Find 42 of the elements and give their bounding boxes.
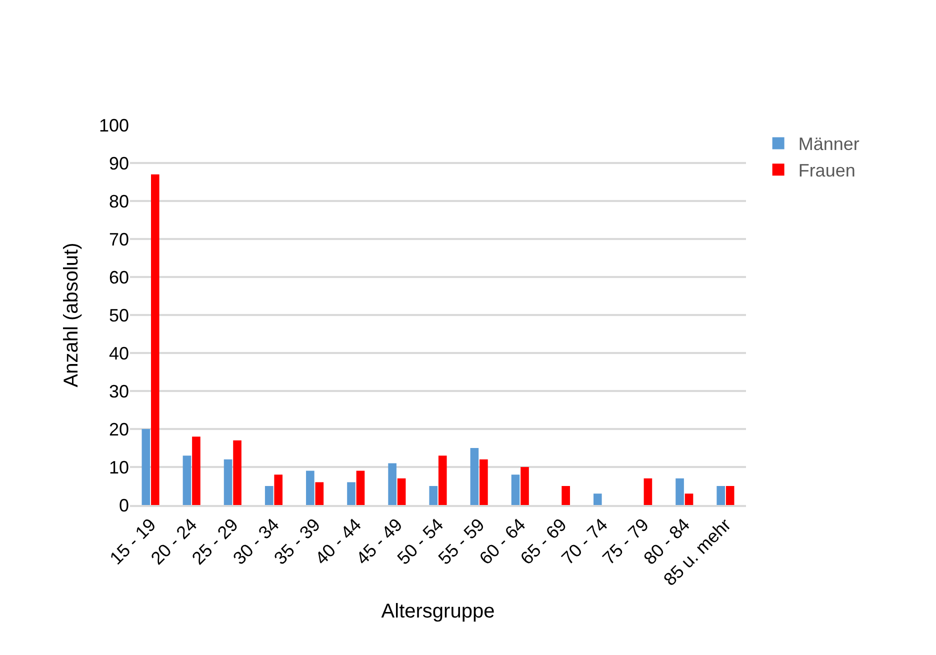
bar [684,494,694,505]
y-tick-label: 0 [118,495,129,516]
legend-label: Männer [798,134,860,154]
bar [315,482,324,505]
bar [182,456,192,505]
legend-label: Frauen [798,160,856,181]
bar [388,463,396,505]
bar [142,429,150,505]
bar [397,478,406,505]
bar [644,478,652,505]
x-axis-title: Altersgruppe [381,600,495,623]
bar [264,486,274,505]
bar [480,459,488,505]
bar [224,459,232,505]
y-tick-label: 60 [108,267,129,288]
bar [233,440,242,505]
bar [274,474,283,505]
bar [347,482,356,505]
bar [470,448,479,505]
bar [716,486,725,505]
bar [520,467,529,505]
bar [562,486,570,505]
bar [356,470,365,505]
bar [438,456,447,505]
y-tick-label: 30 [108,381,129,402]
y-tick-label: 40 [108,343,129,364]
y-tick-label: 100 [98,115,129,136]
y-tick-label: 20 [108,419,129,440]
bar [192,436,200,505]
bar [676,478,684,505]
bar [511,474,520,505]
bar [151,174,160,505]
y-tick-label: 50 [108,305,129,326]
y-axis-title: Anzahl (absolut) [60,242,82,388]
bar [306,470,314,505]
bar [726,486,734,505]
bar [593,494,602,505]
y-tick-label: 80 [108,191,129,212]
y-tick-label: 70 [108,229,129,250]
y-tick-label: 10 [108,457,129,478]
bar [429,486,438,505]
y-tick-label: 90 [108,153,129,174]
